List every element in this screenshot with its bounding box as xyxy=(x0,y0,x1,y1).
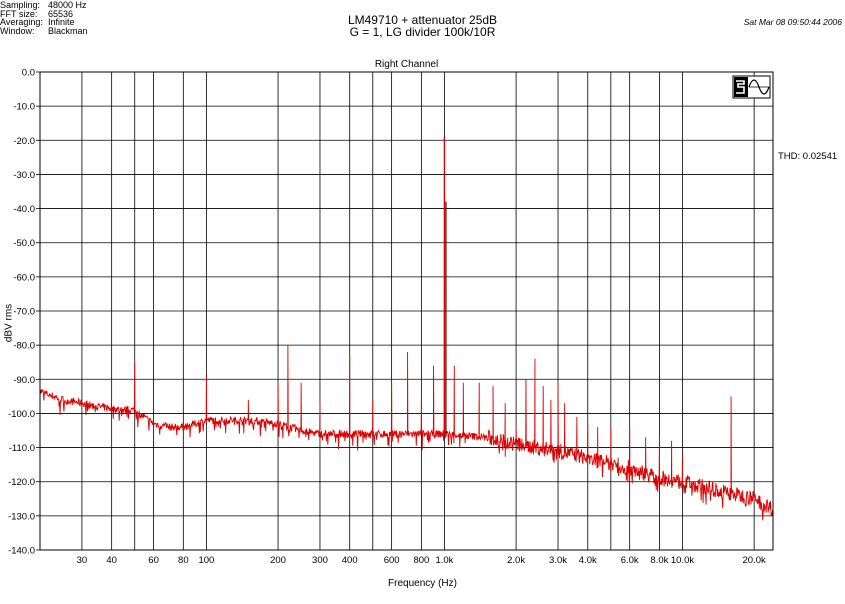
x-tick-label: 40 xyxy=(106,555,117,566)
setting-key: Averaging: xyxy=(0,17,43,27)
setting-value: Infinite xyxy=(48,17,75,27)
spectrum-trace xyxy=(39,136,774,521)
y-tick-label: -90.0 xyxy=(13,375,35,386)
y-tick-label: -100.0 xyxy=(8,409,35,420)
x-tick-label: 100 xyxy=(198,555,214,566)
y-tick-label: -30.0 xyxy=(13,170,35,181)
plot-frame xyxy=(39,71,774,551)
y-tick-label: -20.0 xyxy=(13,136,35,147)
setting-key: FFT size: xyxy=(0,8,38,19)
chart-title-line-1: LM49710 + attenuator 25dB xyxy=(347,13,498,27)
x-tick-label: 6.0k xyxy=(621,555,639,566)
setting-value: 48000 Hz xyxy=(48,0,87,10)
y-tick-label: -10.0 xyxy=(13,102,35,113)
x-tick-label: 30 xyxy=(77,555,88,566)
y-tick-label: -80.0 xyxy=(13,341,35,352)
x-tick-label: 600 xyxy=(384,555,400,566)
x-tick-label: 800 xyxy=(413,555,429,566)
channel-label: Right Channel xyxy=(374,59,439,70)
chart-title-line-2: G = 1, LG divider 100k/10R xyxy=(349,25,496,39)
y-tick-labels: 0.0 -10.0 -20.0 -30.0 -40.0 -50.0 -60.0 -70.0 -8… xyxy=(8,68,35,557)
x-tick-label: 3.0k xyxy=(549,555,567,566)
x-axis-label: Frequency (Hz) xyxy=(388,578,457,589)
x-tick-label: 400 xyxy=(342,555,358,566)
y-tick-label: -50.0 xyxy=(13,238,35,249)
thd-readout: THD: 0.02541 xyxy=(778,151,838,162)
setting-value: Blackman xyxy=(48,25,88,36)
x-tick-label: 4.0k xyxy=(579,555,597,566)
x-tick-label: 10.0k xyxy=(671,555,694,566)
settings-block: Sampling: 48000 Hz FFT size: 65536 Avera… xyxy=(0,1,140,37)
sine-wave-logo-icon xyxy=(732,75,771,99)
setting-value: 65536 xyxy=(48,8,74,19)
setting-key: Sampling: xyxy=(0,0,41,10)
x-tick-label: 200 xyxy=(270,555,286,566)
y-tick-label: -130.0 xyxy=(8,511,35,522)
y-tick-label: -40.0 xyxy=(13,204,35,215)
y-tick-label: -70.0 xyxy=(13,307,35,318)
x-tick-label: 20.0k xyxy=(743,555,766,566)
x-tick-label: 8.0k xyxy=(650,555,668,566)
x-tick-label: 60 xyxy=(148,555,159,566)
y-tick-label: 0.0 xyxy=(22,68,35,79)
x-tick-label: 80 xyxy=(178,555,189,566)
grid-lines xyxy=(36,71,773,551)
y-tick-label: -60.0 xyxy=(13,272,35,283)
x-tick-labels: 30 40 60 80 100 200 300 400 600 800 1.0k 2.0k 3.0k 4.… xyxy=(77,555,766,566)
setting-key: Window: xyxy=(0,25,35,36)
x-tick-label: 2.0k xyxy=(507,555,525,566)
y-tick-label: -120.0 xyxy=(8,477,35,488)
y-tick-label: -110.0 xyxy=(9,443,35,454)
spectrum-line xyxy=(39,136,774,521)
x-tick-label: 300 xyxy=(312,555,328,566)
x-tick-label: 1.0k xyxy=(435,555,453,566)
y-tick-label: -140.0 xyxy=(8,546,35,557)
timestamp: Sat Mar 08 09:50:44 2006 xyxy=(743,17,842,27)
